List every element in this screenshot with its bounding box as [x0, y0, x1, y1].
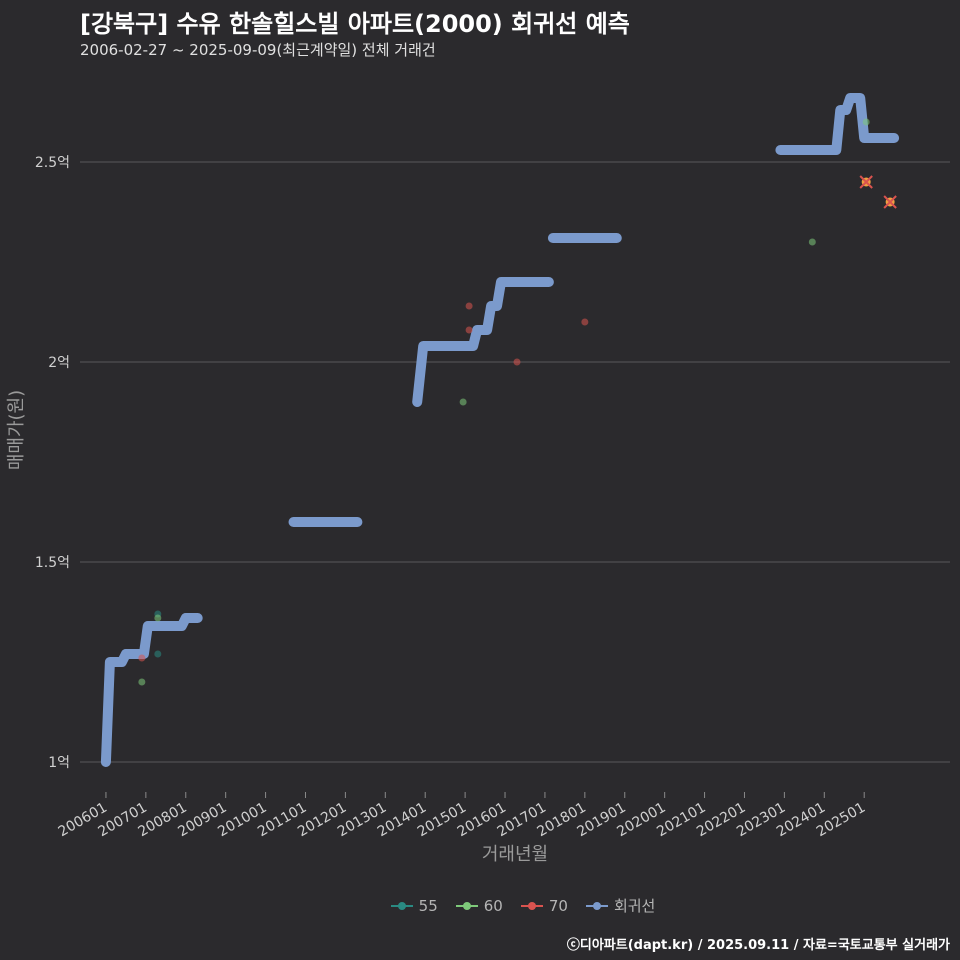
recent-point-cross — [883, 195, 897, 209]
chart-title: [강북구] 수유 한솔힐스빌 아파트(2000) 회귀선 예측 — [80, 10, 630, 38]
legend: 55 60 70 회귀선 — [0, 895, 960, 916]
regression-line — [100, 93, 900, 767]
legend-label: 회귀선 — [613, 897, 656, 915]
data-point-60 — [154, 614, 162, 622]
data-point-70 — [465, 326, 473, 334]
legend-key-icon — [585, 899, 608, 913]
source-caption: ⓒ디아파트(dapt.kr) / 2025.09.11 / 자료=국토교통부 실… — [566, 938, 950, 953]
data-point-60 — [138, 678, 146, 686]
regression-segment — [100, 613, 203, 767]
data-point-60 — [459, 398, 467, 406]
legend-item: 55 — [390, 895, 438, 916]
x-axis-ticks: 2006012007012008012009012010012011012012… — [56, 792, 868, 840]
legend-key-icon — [390, 899, 413, 913]
chart-subtitle: 2006-02-27 ~ 2025-09-09(최근계약일) 전체 거래건 — [80, 41, 436, 59]
x-axis-label: 거래년월 — [482, 844, 548, 865]
legend-item: 회귀선 — [585, 895, 656, 916]
legend-label: 70 — [548, 896, 568, 915]
y-tick-label: 1억 — [48, 755, 70, 771]
y-axis-ticks: 1억 1.5억 2억 2.5억 — [35, 155, 70, 771]
data-point-70 — [465, 302, 473, 310]
y-axis-label: 매매가(원) — [6, 390, 27, 470]
data-point-70 — [513, 358, 521, 366]
legend-label: 55 — [418, 896, 438, 915]
data-point-60 — [862, 118, 870, 126]
gridlines — [80, 161, 950, 763]
legend-label: 60 — [483, 896, 503, 915]
y-tick-label: 2.5억 — [35, 155, 70, 171]
data-point-55 — [154, 650, 162, 658]
data-point-70 — [138, 654, 146, 662]
recent-point-cross — [859, 175, 873, 189]
data-point-60 — [808, 238, 816, 246]
data-point-70 — [581, 318, 589, 326]
regression-segment — [775, 93, 900, 155]
y-tick-label: 2억 — [48, 355, 70, 371]
legend-key-icon — [455, 899, 478, 913]
data-points — [138, 118, 897, 686]
regression-segment — [412, 277, 554, 407]
legend-item: 70 — [520, 895, 568, 916]
legend-key-icon — [520, 899, 543, 913]
y-tick-label: 1.5억 — [35, 555, 70, 571]
legend-item: 60 — [455, 895, 503, 916]
